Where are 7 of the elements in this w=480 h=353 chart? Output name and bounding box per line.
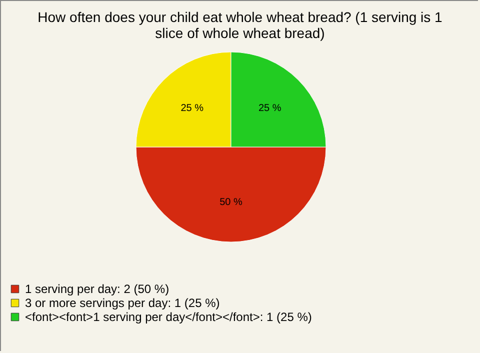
data-label: 50 % <box>220 197 243 208</box>
data-label: 25 % <box>258 103 282 114</box>
data-label: 25 % <box>180 103 204 114</box>
legend-label: 1 serving per day: 2 (50 %) <box>25 282 170 296</box>
legend-label: <font><font>1 serving per day</font></font>: 1 (25 %) <box>25 310 312 324</box>
chart-title: How often does your child eat whole wheat bread? (1 serving is 1 slice of whole wheat bread) <box>38 9 443 41</box>
legend-label: 3 or more servings per day: 1 (25 %) <box>25 296 220 310</box>
